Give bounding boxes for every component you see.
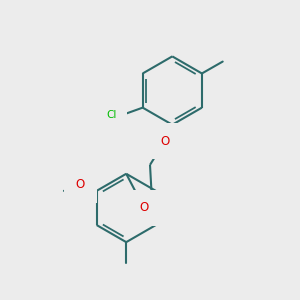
Text: O: O — [140, 202, 149, 214]
Text: Cl: Cl — [106, 110, 116, 120]
Text: O: O — [160, 135, 170, 148]
Text: O: O — [76, 178, 85, 191]
